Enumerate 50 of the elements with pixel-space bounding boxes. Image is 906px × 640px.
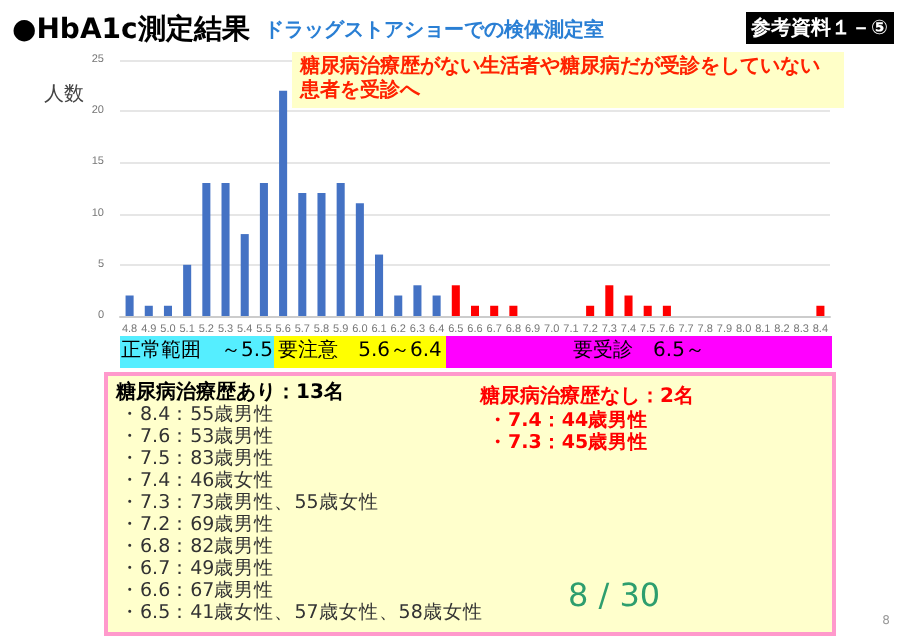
text: 要受診 6.5～ [446, 336, 832, 368]
text: ・7.3：73歳男性、55歳女性 [120, 490, 379, 514]
bar [125, 295, 134, 316]
bar [470, 305, 480, 316]
text: ・7.6：53歳男性 [120, 424, 275, 448]
bar [317, 193, 326, 316]
bar [413, 285, 422, 316]
bar [144, 305, 153, 316]
bar [183, 264, 192, 316]
bar [509, 305, 518, 316]
text: 糖尿病治療歴なし：2名 [480, 383, 694, 410]
annotation: 糖尿病治療歴がない生活者や糖尿病だが受診をしていない患者を受診へ [292, 52, 844, 108]
bar [490, 305, 499, 316]
text: ・7.4：44歳男性 [488, 408, 649, 432]
text: 参考資料１－⑤ [745, 12, 894, 44]
bar [202, 182, 211, 316]
bar [662, 305, 671, 316]
text: 糖尿病治療歴あり：13名 [116, 379, 344, 404]
bar [624, 295, 633, 316]
text: ・8.4：55歳男性 [120, 402, 275, 426]
bar [816, 305, 825, 316]
text: 8 / 30 [568, 576, 661, 614]
bar [298, 193, 307, 316]
bar [163, 305, 172, 316]
bar [355, 203, 364, 316]
chart-subtitle: ドラッグストアショーでの検体測定室 [264, 16, 604, 44]
text: ・6.7：49歳男性 [120, 556, 275, 580]
bar [394, 295, 403, 316]
text: ・6.5：41歳女性、57歳女性、58歳女性 [120, 600, 483, 626]
bar [451, 285, 460, 316]
text: 正常範囲 ～5.5 [120, 336, 274, 368]
bar [240, 234, 249, 316]
bar [259, 182, 268, 316]
bar [643, 305, 652, 316]
text: ・7.5：83歳男性 [120, 446, 275, 470]
text: ・6.6：67歳男性 [120, 578, 275, 602]
chart-title: ●HbA1c測定結果 [12, 12, 250, 48]
bar [221, 182, 230, 316]
bar [605, 285, 614, 316]
bar [279, 90, 288, 316]
bar [375, 254, 384, 316]
bar [586, 305, 595, 316]
text: 要注意 5.6～6.4 [274, 336, 446, 368]
text: ・7.4：46歳女性 [120, 468, 275, 492]
text: ・6.8：82歳男性 [120, 534, 275, 558]
bar [336, 182, 345, 316]
text: ・7.3：45歳男性 [488, 430, 649, 456]
bar [432, 295, 441, 316]
text: ・7.2：69歳男性 [120, 512, 275, 536]
y-axis-title: 人数 [44, 82, 84, 108]
